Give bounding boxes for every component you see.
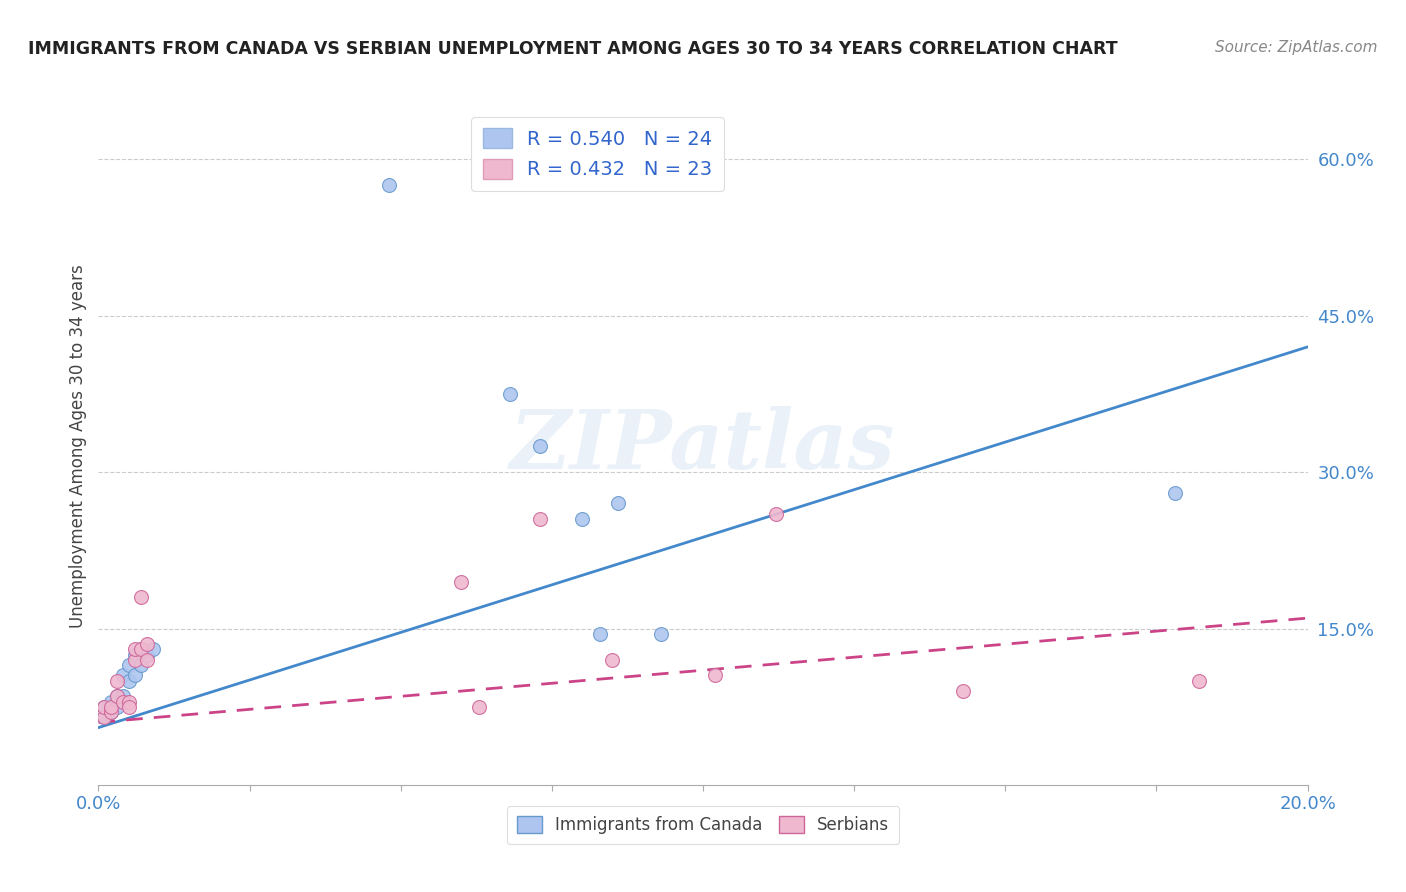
Text: ZIPatlas: ZIPatlas bbox=[510, 406, 896, 486]
Point bbox=[93, 699, 115, 714]
Point bbox=[118, 673, 141, 688]
Point bbox=[765, 507, 787, 521]
Point bbox=[129, 642, 152, 657]
Point bbox=[124, 668, 146, 682]
Point bbox=[650, 626, 672, 640]
Point bbox=[118, 694, 141, 708]
Point bbox=[124, 642, 146, 657]
Point bbox=[105, 690, 128, 704]
Point bbox=[602, 653, 624, 667]
Point bbox=[129, 591, 152, 605]
Point bbox=[100, 705, 122, 719]
Text: Source: ZipAtlas.com: Source: ZipAtlas.com bbox=[1215, 40, 1378, 55]
Y-axis label: Unemployment Among Ages 30 to 34 years: Unemployment Among Ages 30 to 34 years bbox=[69, 264, 87, 628]
Point bbox=[105, 690, 128, 704]
Text: IMMIGRANTS FROM CANADA VS SERBIAN UNEMPLOYMENT AMONG AGES 30 TO 34 YEARS CORRELA: IMMIGRANTS FROM CANADA VS SERBIAN UNEMPL… bbox=[28, 40, 1118, 58]
Point bbox=[124, 648, 146, 662]
Point bbox=[111, 690, 134, 704]
Point bbox=[129, 658, 152, 673]
Point bbox=[1188, 673, 1211, 688]
Point bbox=[1163, 486, 1185, 500]
Point bbox=[93, 710, 115, 724]
Point bbox=[93, 699, 115, 714]
Point bbox=[111, 668, 134, 682]
Point bbox=[377, 178, 399, 193]
Point bbox=[135, 653, 157, 667]
Point bbox=[135, 637, 157, 651]
Point bbox=[118, 658, 141, 673]
Point bbox=[450, 574, 472, 589]
Point bbox=[704, 668, 727, 682]
Point bbox=[129, 642, 152, 657]
Point bbox=[571, 512, 593, 526]
Point bbox=[529, 439, 551, 453]
Point bbox=[468, 699, 491, 714]
Point bbox=[498, 387, 520, 401]
Point bbox=[100, 699, 122, 714]
Point bbox=[93, 710, 115, 724]
Point bbox=[100, 694, 122, 708]
Point bbox=[529, 512, 551, 526]
Point bbox=[124, 653, 146, 667]
Point bbox=[111, 694, 134, 708]
Legend: Immigrants from Canada, Serbians: Immigrants from Canada, Serbians bbox=[506, 806, 900, 845]
Point bbox=[105, 673, 128, 688]
Point bbox=[589, 626, 612, 640]
Point bbox=[100, 705, 122, 719]
Point bbox=[105, 699, 128, 714]
Point bbox=[607, 496, 630, 510]
Point bbox=[142, 642, 165, 657]
Point bbox=[952, 684, 974, 698]
Point bbox=[118, 699, 141, 714]
Point bbox=[135, 648, 157, 662]
